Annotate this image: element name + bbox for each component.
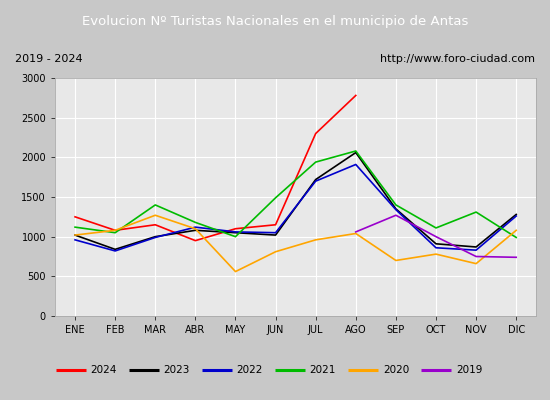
Text: 2019: 2019 <box>456 365 482 375</box>
Text: 2019 - 2024: 2019 - 2024 <box>15 54 83 64</box>
Text: 2020: 2020 <box>383 365 409 375</box>
Text: Evolucion Nº Turistas Nacionales en el municipio de Antas: Evolucion Nº Turistas Nacionales en el m… <box>82 14 468 28</box>
Text: 2024: 2024 <box>90 365 117 375</box>
Text: 2022: 2022 <box>236 365 263 375</box>
Text: 2021: 2021 <box>310 365 336 375</box>
Text: 2023: 2023 <box>163 365 190 375</box>
Text: http://www.foro-ciudad.com: http://www.foro-ciudad.com <box>380 54 535 64</box>
